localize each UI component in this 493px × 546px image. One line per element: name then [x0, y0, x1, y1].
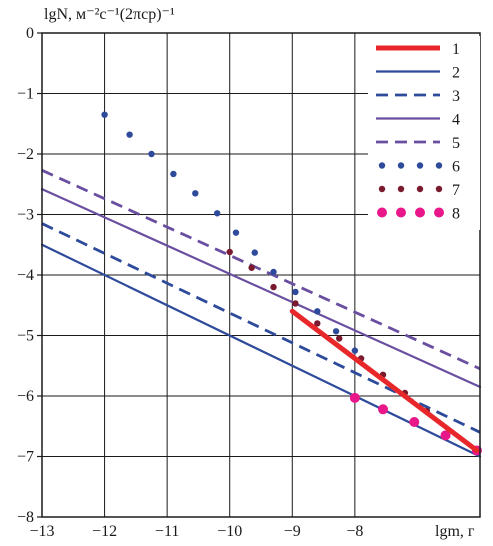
legend-label-4: 4 — [452, 112, 460, 129]
legend-label-5: 5 — [452, 135, 460, 152]
series-6-point — [332, 328, 340, 335]
y-tick-label: −7 — [17, 449, 34, 466]
legend-swatch-8 — [377, 207, 387, 218]
legend-swatch-7 — [378, 185, 386, 193]
series-6-point — [214, 210, 221, 217]
series-6-point — [292, 288, 299, 296]
series-6-point — [232, 229, 240, 236]
series-8-point — [440, 430, 451, 441]
series-8-point — [409, 417, 420, 428]
y-tick-label: −2 — [17, 146, 34, 163]
legend-label-1: 1 — [452, 41, 460, 58]
legend-label-6: 6 — [452, 159, 460, 176]
x-tick-label: −13 — [29, 523, 54, 540]
series-2-line — [40, 243, 482, 458]
x-tick-label: −10 — [217, 523, 242, 540]
series-6-point — [148, 150, 155, 158]
x-tick-label: −12 — [92, 523, 117, 540]
series-layer — [40, 111, 482, 458]
legend-swatch-8 — [415, 207, 425, 218]
y-tick-label: −5 — [17, 328, 34, 345]
legend-swatch-8 — [434, 207, 444, 218]
series-5-line — [41, 169, 481, 371]
y-axis-title: lgN, м⁻²с⁻¹(2πср)⁻¹ — [44, 6, 175, 23]
series-6-point — [126, 131, 133, 138]
y-tick-label: −8 — [17, 509, 34, 526]
x-tick-label: −9 — [284, 523, 301, 540]
ticks: −13 −12 −11 −10 −9 −8 0 −1 −2 −3 −4 −5 −6 −7 −8 — [17, 25, 363, 540]
legend-swatch-8 — [396, 207, 406, 218]
series-6-point — [270, 268, 277, 276]
x-axis-title: lgm, г — [435, 523, 475, 540]
series-7-point — [314, 320, 321, 327]
legend-swatch-7 — [416, 185, 424, 193]
series-7-point — [292, 300, 299, 307]
y-tick-label: −4 — [17, 267, 34, 284]
y-tick-label: −3 — [17, 207, 34, 224]
legend-swatch-7 — [397, 185, 405, 193]
y-tick-label: −6 — [17, 388, 34, 405]
legend-swatch-6 — [378, 162, 386, 169]
series-4-line — [40, 187, 482, 389]
legend-swatch-6 — [397, 162, 405, 169]
y-tick-label: 0 — [26, 25, 34, 42]
series-6-point — [251, 249, 258, 256]
legend-swatch-6 — [416, 162, 424, 169]
x-tick-label: −11 — [155, 523, 179, 540]
series-6-point — [314, 308, 321, 315]
legend-label-8: 8 — [452, 206, 460, 223]
legend-box — [368, 36, 480, 230]
legend-swatch-7 — [435, 185, 443, 193]
legend-swatch-6 — [435, 162, 443, 169]
series-7-point — [336, 335, 343, 342]
y-tick-label: −1 — [17, 86, 34, 103]
legend-label-3: 3 — [452, 88, 460, 105]
series-6-point — [192, 190, 199, 197]
series-7-point — [226, 248, 233, 256]
series-1-line — [289, 308, 480, 453]
legend-label-7: 7 — [452, 182, 460, 199]
series-6-point — [101, 111, 108, 118]
series-8-point — [349, 392, 360, 403]
legend: 1 2 3 4 5 6 7 8 — [368, 36, 480, 230]
series-7-point — [248, 264, 255, 271]
series-8-point — [378, 404, 389, 415]
series-6-point — [351, 347, 359, 354]
series-6-point — [170, 170, 177, 178]
legend-label-2: 2 — [452, 65, 460, 82]
series-7-point — [270, 283, 277, 291]
x-tick-label: −8 — [346, 523, 363, 540]
